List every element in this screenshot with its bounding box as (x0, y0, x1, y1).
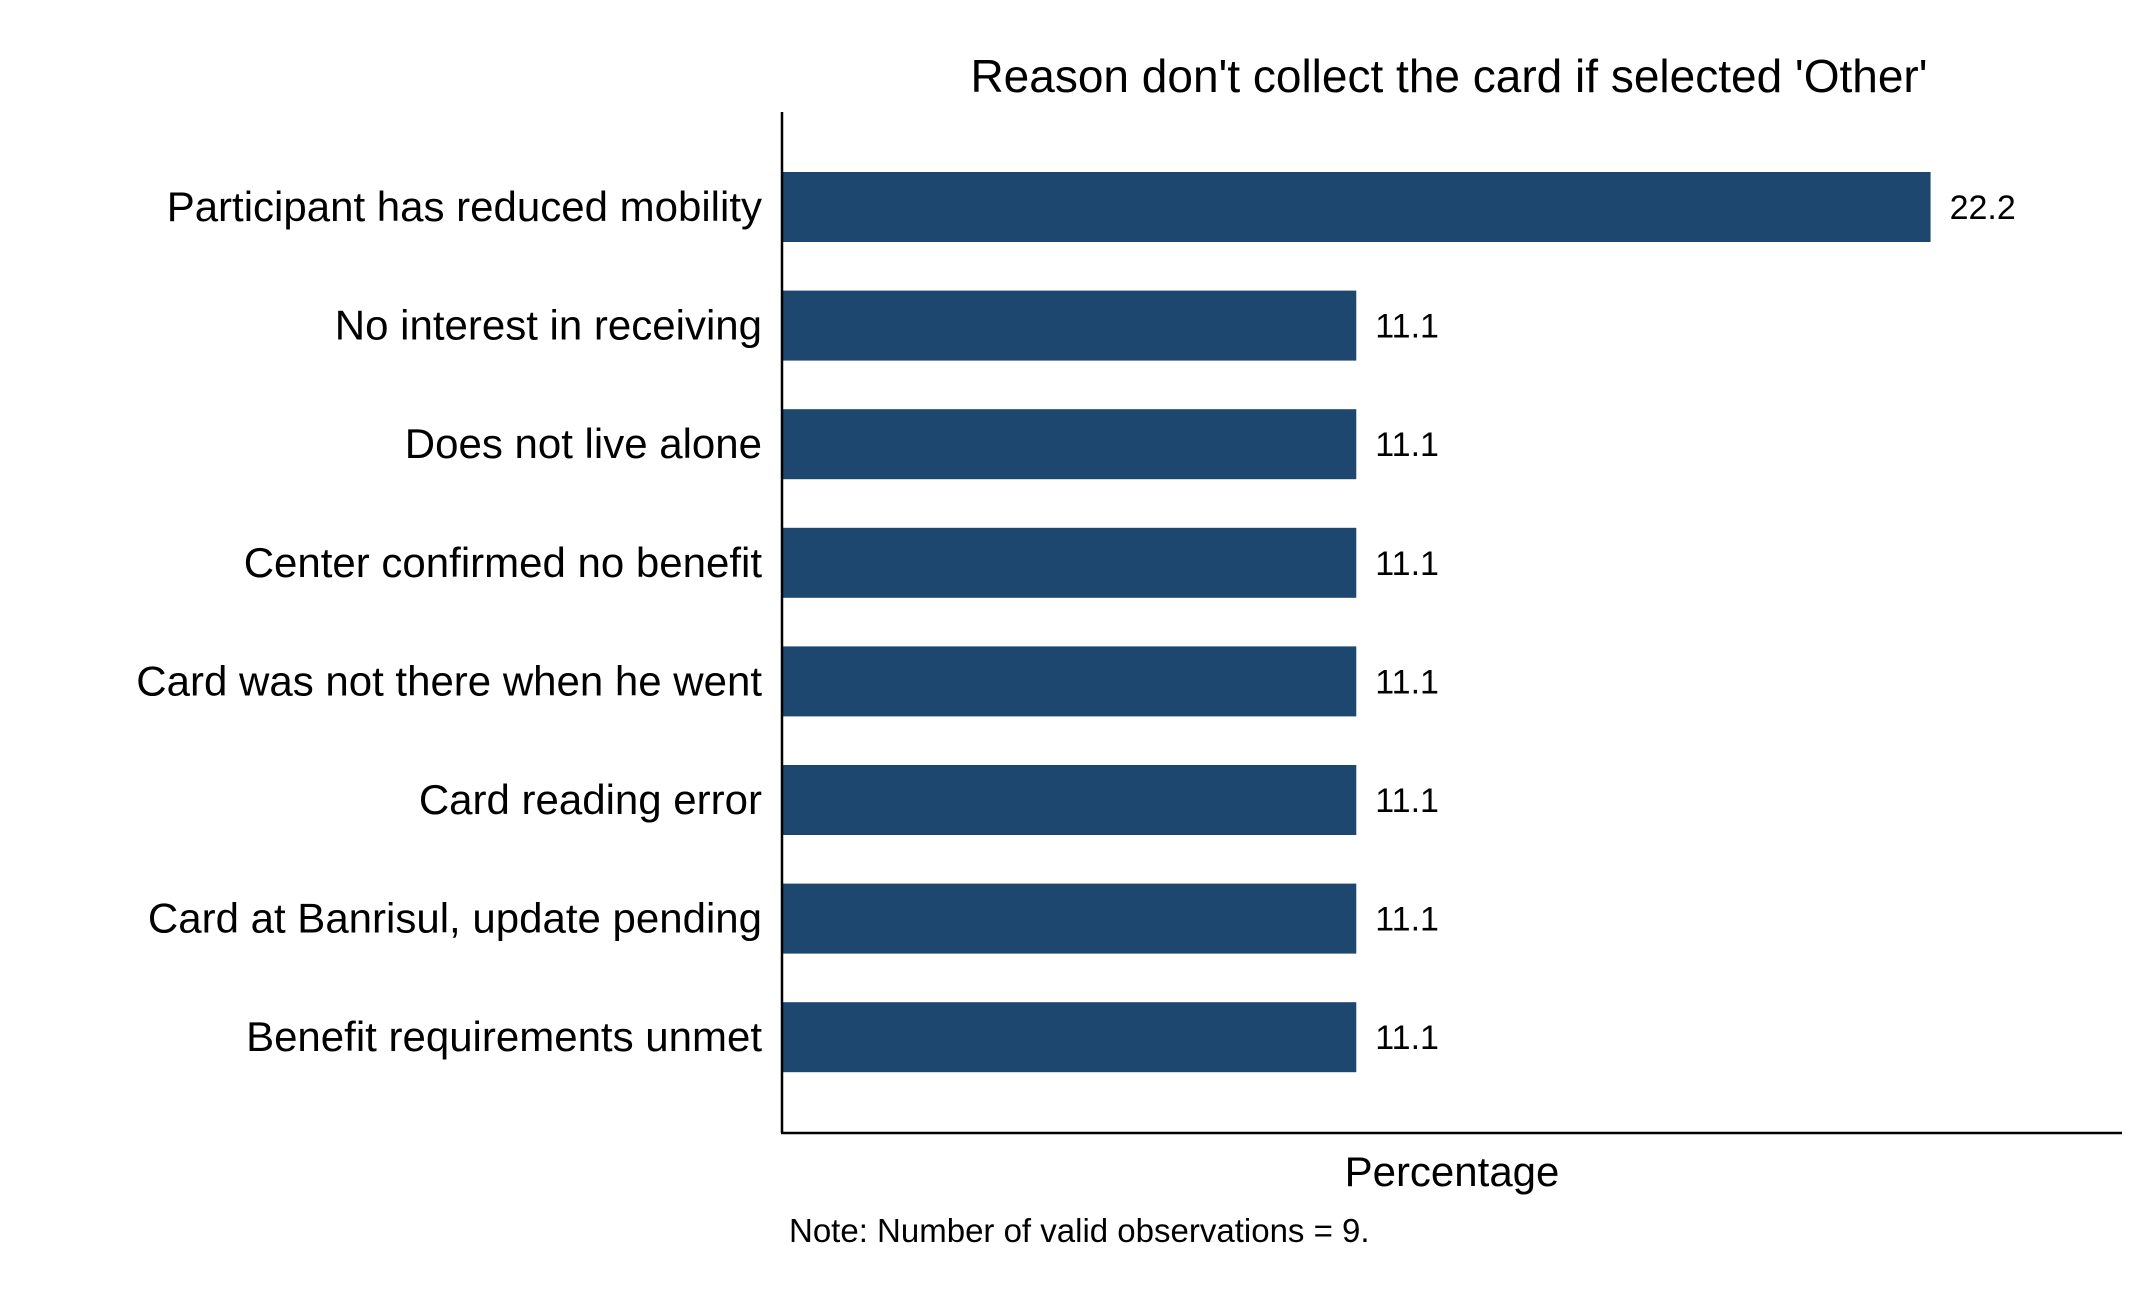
value-label-3: 11.1 (1375, 545, 1439, 583)
category-label-3: Center confirmed no benefit (244, 539, 763, 586)
value-labels: 22.2 11.1 11.1 11.1 11.1 11.1 11.1 11.1 (1375, 189, 2015, 1057)
category-label-5: Card reading error (419, 776, 762, 823)
value-label-2: 11.1 (1375, 426, 1439, 464)
bar-6 (782, 883, 1357, 954)
category-labels: Participant has reduced mobility No inter… (136, 183, 762, 1060)
bar-3 (782, 527, 1357, 598)
bar-0 (782, 172, 1931, 242)
bars-layer (782, 172, 1931, 1073)
value-label-5: 11.1 (1375, 782, 1439, 820)
value-label-0: 22.2 (1950, 189, 2016, 227)
category-label-0: Participant has reduced mobility (167, 183, 762, 230)
bar-2 (782, 409, 1357, 480)
chart-note: Note: Number of valid observations = 9. (789, 1212, 1370, 1249)
category-label-6: Card at Banrisul, update pending (148, 895, 762, 942)
value-label-1: 11.1 (1375, 308, 1439, 346)
bar-7 (782, 1002, 1357, 1073)
value-label-6: 11.1 (1375, 901, 1439, 939)
category-label-7: Benefit requirements unmet (246, 1013, 762, 1060)
category-label-2: Does not live alone (405, 420, 762, 467)
category-label-4: Card was not there when he went (136, 657, 762, 704)
x-axis-title: Percentage (1345, 1148, 1560, 1195)
bar-4 (782, 646, 1357, 717)
bar-1 (782, 290, 1357, 361)
chart-title: Reason don't collect the card if selecte… (970, 50, 1927, 102)
value-label-7: 11.1 (1375, 1019, 1439, 1057)
bar-5 (782, 765, 1357, 835)
category-label-1: No interest in receiving (335, 302, 762, 349)
value-label-4: 11.1 (1375, 663, 1439, 701)
